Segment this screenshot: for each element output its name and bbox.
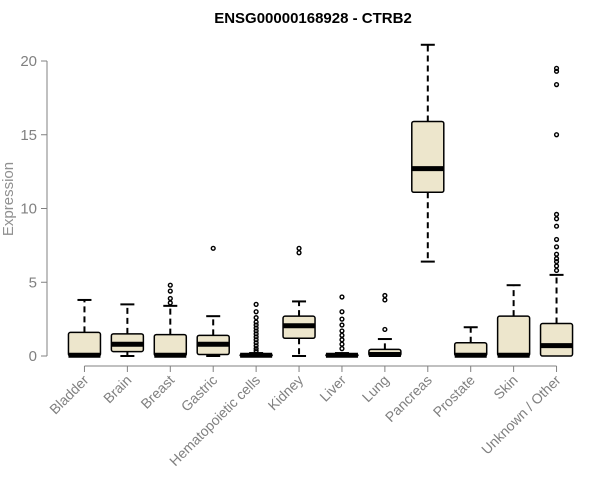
outlier-point: [167, 300, 173, 306]
outlier-point: [296, 245, 302, 251]
outlier-point: [167, 288, 173, 294]
outlier-point: [553, 216, 560, 222]
outlier-point: [553, 68, 560, 74]
x-tick-label: Breast: [137, 372, 177, 412]
outlier-point: [339, 322, 345, 328]
y-tick-label: 10: [20, 201, 37, 218]
outlier-point: [253, 343, 259, 349]
box-liver: [325, 294, 359, 358]
outlier-point: [253, 340, 259, 346]
box-pancreas: [411, 43, 445, 263]
outlier-point: [382, 297, 388, 303]
outlier-point: [253, 319, 259, 325]
outlier-point: [167, 295, 173, 302]
outlier-point: [553, 259, 560, 265]
x-tick-label: Prostate: [430, 372, 478, 420]
outlier-point: [339, 328, 345, 334]
y-axis-label: Expression: [0, 162, 17, 236]
box-breast: [153, 282, 188, 358]
outlier-point: [339, 332, 345, 338]
outlier-point: [253, 328, 259, 334]
outlier-point: [253, 334, 259, 340]
box-hematopoietic-cells: [239, 301, 273, 358]
chart-title: ENSG00000168928 - CTRB2: [214, 10, 412, 27]
outlier-point: [339, 346, 345, 352]
box-unknown-other: [539, 65, 574, 357]
outlier-point: [553, 236, 560, 243]
outlier-point: [553, 263, 560, 269]
outlier-point: [253, 346, 259, 352]
outlier-point: [253, 331, 259, 337]
outlier-point: [339, 309, 345, 315]
outlier-point: [553, 211, 560, 217]
x-tick-label: Lung: [359, 372, 392, 405]
outlier-point: [253, 309, 259, 315]
y-tick-label: 0: [29, 348, 37, 365]
outlier-point: [339, 341, 345, 347]
outlier-point: [339, 337, 345, 343]
x-tick-label: Liver: [316, 372, 349, 405]
x-tick-label: Skin: [490, 372, 521, 403]
box-kidney: [282, 245, 316, 357]
x-tick-label: Bladder: [46, 372, 92, 418]
x-tick-label: Kidney: [265, 372, 307, 414]
outlier-point: [553, 244, 560, 250]
x-tick-label: Gastric: [178, 372, 221, 415]
x-tick-label: Pancreas: [382, 372, 435, 425]
x-tick-label: Unknown / Other: [478, 372, 564, 458]
outlier-point: [253, 325, 259, 331]
box-iqr: [411, 120, 445, 194]
box-iqr: [496, 315, 531, 357]
outlier-point: [553, 267, 560, 274]
y-tick-label: 20: [20, 53, 37, 70]
outlier-point: [339, 294, 345, 300]
y-tick-label: 15: [20, 127, 37, 144]
box-gastric: [196, 245, 230, 357]
outlier-point: [296, 250, 302, 256]
outlier-point: [553, 251, 560, 257]
box-skin: [496, 284, 531, 358]
outlier-point: [253, 315, 259, 321]
outlier-point: [253, 301, 259, 307]
outlier-point: [339, 316, 345, 322]
box-iqr: [539, 322, 574, 357]
box-iqr: [67, 331, 102, 357]
y-tick-label: 5: [29, 274, 37, 291]
outlier-point: [253, 348, 259, 354]
outlier-point: [382, 326, 388, 333]
outlier-point: [167, 282, 173, 288]
outlier-point: [553, 81, 560, 88]
boxplot-series: [67, 43, 574, 358]
box-bladder: [67, 298, 102, 358]
outlier-point: [253, 337, 259, 343]
box-brain: [110, 303, 145, 357]
outlier-point: [553, 256, 560, 262]
outlier-point: [553, 132, 560, 138]
outlier-point: [210, 245, 216, 251]
outlier-point: [553, 65, 560, 71]
x-tick-label: Brain: [100, 372, 134, 406]
y-axis: 0 5 10 15 20: [20, 53, 48, 365]
box-prostate: [453, 326, 488, 358]
outlier-point: [382, 292, 388, 299]
outlier-point: [253, 322, 259, 328]
outlier-point: [553, 223, 560, 229]
box-lung: [368, 292, 402, 358]
